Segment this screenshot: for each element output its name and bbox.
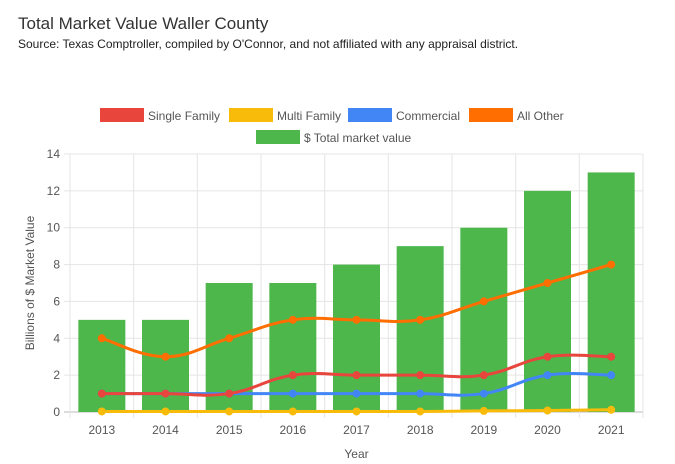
point: [97, 407, 106, 416]
x-tick-label: 2020: [534, 423, 561, 437]
point: [543, 406, 552, 415]
legend-swatch: [100, 108, 144, 122]
point: [607, 405, 616, 414]
point: [607, 352, 616, 361]
chart-title: Total Market Value Waller County: [18, 14, 269, 33]
x-tick-label: 2014: [152, 423, 179, 437]
legend-label: Commercial: [396, 109, 460, 123]
point: [479, 371, 488, 380]
bar: [396, 246, 444, 412]
y-tick-label: 6: [53, 294, 60, 308]
point: [352, 315, 361, 324]
point: [288, 389, 297, 398]
legend-label: All Other: [517, 109, 564, 123]
point: [288, 407, 297, 416]
x-tick-label: 2013: [88, 423, 115, 437]
y-tick-label: 14: [47, 147, 61, 161]
point: [607, 260, 616, 269]
point: [607, 371, 616, 380]
point: [416, 315, 425, 324]
point: [543, 279, 552, 287]
point: [479, 297, 488, 306]
point: [225, 389, 234, 398]
legend-swatch: [256, 130, 300, 144]
point: [225, 334, 234, 343]
y-tick-label: 4: [53, 331, 60, 345]
x-axis-label: Year: [344, 447, 368, 461]
x-tick-label: 2016: [279, 423, 306, 437]
y-tick-label: 2: [53, 368, 60, 382]
point: [161, 389, 170, 398]
y-tick-label: 12: [47, 184, 61, 198]
point: [97, 334, 106, 343]
point: [288, 315, 297, 324]
point: [288, 371, 297, 380]
point: [416, 371, 425, 380]
bar: [142, 319, 189, 412]
point: [416, 407, 425, 416]
legend-swatch: [469, 108, 513, 122]
x-tick-label: 2021: [598, 423, 625, 437]
point: [543, 352, 552, 361]
point: [352, 407, 361, 416]
point: [161, 407, 170, 416]
x-tick-label: 2018: [407, 423, 434, 437]
bar: [333, 264, 380, 412]
point: [225, 407, 234, 416]
legend-label: $ Total market value: [304, 131, 411, 145]
x-tick-label: 2017: [343, 423, 370, 437]
chart-subtitle: Source: Texas Comptroller, compiled by O…: [18, 37, 519, 51]
point: [97, 389, 106, 398]
point: [161, 352, 170, 361]
bar: [78, 319, 126, 412]
point: [479, 389, 488, 398]
y-tick-label: 0: [53, 405, 60, 419]
y-axis-label: Billions of $ Market Value: [23, 215, 37, 350]
x-tick-label: 2019: [470, 423, 497, 437]
bar: [460, 227, 508, 412]
point: [416, 389, 425, 398]
point: [543, 371, 552, 380]
legend-swatch: [229, 108, 273, 122]
legend-label: Single Family: [148, 109, 220, 123]
point: [352, 389, 361, 398]
y-tick-label: 10: [47, 221, 61, 235]
point: [352, 371, 361, 380]
legend-swatch: [348, 108, 392, 122]
x-tick-label: 2015: [216, 423, 243, 437]
legend-label: Multi Family: [277, 109, 341, 123]
y-tick-label: 8: [53, 258, 60, 272]
point: [479, 406, 488, 415]
